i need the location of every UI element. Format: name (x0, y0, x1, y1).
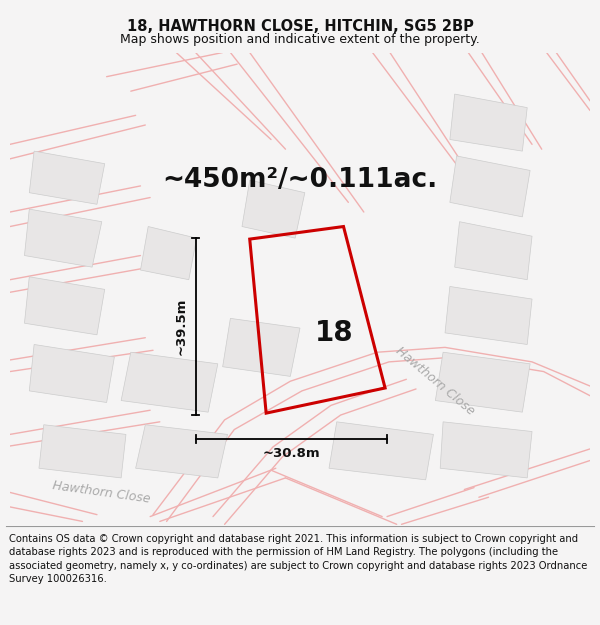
Polygon shape (242, 180, 305, 238)
Text: ~450m²/~0.111ac.: ~450m²/~0.111ac. (163, 167, 437, 193)
Polygon shape (25, 209, 102, 267)
Text: 18: 18 (314, 319, 353, 347)
Text: Map shows position and indicative extent of the property.: Map shows position and indicative extent… (120, 33, 480, 46)
Polygon shape (329, 422, 433, 480)
Polygon shape (455, 222, 532, 280)
Polygon shape (25, 277, 104, 335)
Polygon shape (29, 151, 104, 204)
Text: ~30.8m: ~30.8m (262, 447, 320, 460)
Polygon shape (450, 94, 527, 151)
Polygon shape (223, 318, 300, 376)
Polygon shape (140, 226, 197, 280)
Polygon shape (29, 344, 115, 402)
Text: Hawthorn Close: Hawthorn Close (52, 479, 152, 506)
Polygon shape (121, 352, 218, 412)
Text: 18, HAWTHORN CLOSE, HITCHIN, SG5 2BP: 18, HAWTHORN CLOSE, HITCHIN, SG5 2BP (127, 19, 473, 34)
Text: Hawthorn Close: Hawthorn Close (394, 344, 478, 418)
Polygon shape (445, 286, 532, 344)
Polygon shape (450, 156, 530, 217)
Polygon shape (136, 425, 227, 478)
Polygon shape (436, 352, 530, 412)
Polygon shape (440, 422, 532, 478)
Polygon shape (39, 425, 126, 478)
Text: ~39.5m: ~39.5m (175, 298, 188, 355)
Text: Contains OS data © Crown copyright and database right 2021. This information is : Contains OS data © Crown copyright and d… (9, 534, 587, 584)
